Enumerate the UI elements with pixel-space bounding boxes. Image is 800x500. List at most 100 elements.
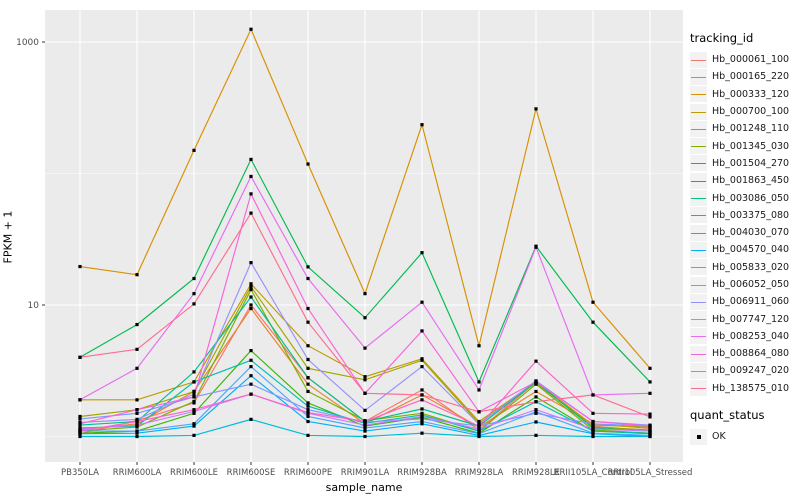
data-point-Hb_006911_060 <box>135 417 139 421</box>
data-point-Hb_004570_040 <box>420 422 424 426</box>
data-point-Hb_005833_020 <box>363 426 367 430</box>
x-tick-label: RRIM928LA <box>455 468 504 478</box>
data-point-Hb_006911_060 <box>420 365 424 369</box>
data-point-Hb_004030_070 <box>420 431 424 435</box>
y-tick-label: 1000 <box>16 38 39 48</box>
legend-key-Hb_000700_100 <box>690 103 707 120</box>
legend-key-Hb_006052_050 <box>690 276 707 293</box>
legend-line-swatch <box>691 319 706 321</box>
legend-line-swatch <box>691 111 706 113</box>
data-point-Hb_008864_080 <box>306 306 310 311</box>
legend-item-Hb_003086_050: Hb_003086_050 <box>690 189 798 207</box>
data-point-Hb_003086_050 <box>192 370 196 374</box>
x-tick-label: RRII105LA_Stressed <box>608 468 693 478</box>
data-point-Hb_138575_010 <box>420 393 424 397</box>
data-point-Hb_138575_010 <box>363 391 367 395</box>
data-point-Hb_003086_050 <box>420 407 424 411</box>
data-point-Hb_001248_110 <box>420 358 424 362</box>
legend-item-Hb_005833_020: Hb_005833_020 <box>690 259 798 276</box>
legend-item-Hb_004570_040: Hb_004570_040 <box>690 241 798 258</box>
data-point-Hb_006052_050 <box>78 417 82 421</box>
data-point-Hb_000333_120 <box>192 148 196 152</box>
data-point-Hb_000061_100 <box>249 303 253 307</box>
x-tick-label: RRIM600SE <box>227 468 276 478</box>
data-point-Hb_001863_450 <box>591 320 595 324</box>
legend-item-Hb_001345_030: Hb_001345_030 <box>690 137 798 155</box>
data-point-Hb_001345_030 <box>534 382 538 386</box>
data-point-Hb_008253_040 <box>249 174 253 179</box>
legend-line-swatch <box>691 388 706 390</box>
data-point-Hb_006911_060 <box>249 261 253 265</box>
data-point-Hb_138575_010 <box>477 410 481 414</box>
data-point-Hb_009247_020 <box>363 419 367 424</box>
x-tick-label: PB350LA <box>61 468 99 478</box>
data-point-Hb_005833_020 <box>249 365 253 369</box>
data-point-Hb_000333_120 <box>591 300 595 304</box>
legend-item-Hb_001863_450: Hb_001863_450 <box>690 172 798 189</box>
data-point-Hb_001504_270 <box>306 401 310 405</box>
data-point-Hb_005833_020 <box>648 433 652 437</box>
data-point-Hb_000333_120 <box>306 162 310 166</box>
legend-item-Hb_000333_120: Hb_000333_120 <box>690 86 798 103</box>
data-point-Hb_003375_080 <box>477 429 481 433</box>
x-axis-title: sample_name <box>325 481 403 494</box>
data-point-Hb_000333_120 <box>135 273 139 277</box>
data-point-Hb_009247_020 <box>306 410 310 415</box>
legend-line-swatch <box>691 94 706 96</box>
legend-item-ok: OK <box>690 428 798 445</box>
data-point-Hb_004570_040 <box>534 420 538 424</box>
legend-label: Hb_000061_100 <box>712 54 790 66</box>
data-point-Hb_001248_110 <box>306 366 310 370</box>
legend-key-Hb_003375_080 <box>690 207 707 224</box>
data-point-Hb_001345_030 <box>192 399 196 403</box>
data-point-Hb_005833_020 <box>135 429 139 433</box>
data-point-Hb_006911_060 <box>363 408 367 412</box>
data-point-Hb_001345_030 <box>306 389 310 394</box>
legend-item-Hb_006052_050: Hb_006052_050 <box>690 276 798 293</box>
data-point-Hb_008253_040 <box>192 292 196 296</box>
data-point-Hb_000165_220 <box>534 389 538 394</box>
data-point-Hb_004030_070 <box>534 433 538 437</box>
legend-label: Hb_005833_020 <box>712 261 790 273</box>
data-point-Hb_007747_120 <box>648 429 652 433</box>
data-point-Hb_006052_050 <box>306 408 310 412</box>
data-point-Hb_005833_020 <box>192 422 196 426</box>
data-point-Hb_001863_450 <box>363 316 367 320</box>
data-point-Hb_001863_450 <box>420 251 424 255</box>
data-point-Hb_001248_110 <box>78 414 82 419</box>
legend-key-Hb_001504_270 <box>690 155 707 172</box>
legend-label: Hb_000700_100 <box>712 106 790 118</box>
legend-label: Hb_000165_220 <box>712 71 790 83</box>
data-point-Hb_004030_070 <box>135 434 139 439</box>
data-point-Hb_001504_270 <box>534 395 538 399</box>
legend-line-swatch <box>691 249 706 251</box>
data-point-Hb_008864_080 <box>420 329 424 333</box>
data-point-Hb_004570_040 <box>249 374 253 378</box>
legend-line-swatch <box>691 198 706 200</box>
data-point-Hb_138575_010 <box>591 393 595 397</box>
legend-label: Hb_009247_020 <box>712 365 790 377</box>
legend-item-Hb_004030_070: Hb_004030_070 <box>690 224 798 241</box>
data-point-Hb_008864_080 <box>78 422 82 426</box>
legend-key-Hb_008253_040 <box>690 328 707 345</box>
data-point-Hb_005833_020 <box>591 431 595 435</box>
data-point-Hb_003375_080 <box>648 431 652 435</box>
data-point-Hb_001863_450 <box>249 157 253 162</box>
data-point-Hb_000700_100 <box>363 375 367 379</box>
data-point-Hb_003086_050 <box>249 295 253 299</box>
data-point-Hb_003375_080 <box>591 429 595 433</box>
data-point-Hb_008864_080 <box>135 408 139 412</box>
legend-label: Hb_004030_070 <box>712 227 790 239</box>
legend-line-swatch <box>691 180 706 182</box>
legend-line-swatch <box>691 370 706 372</box>
legend-item-Hb_000700_100: Hb_000700_100 <box>690 103 798 120</box>
data-point-Hb_007747_120 <box>591 427 595 431</box>
data-point-Hb_004570_040 <box>78 432 82 436</box>
data-point-Hb_003375_080 <box>192 380 196 384</box>
legend-item-Hb_003375_080: Hb_003375_080 <box>690 207 798 224</box>
data-point-Hb_007747_120 <box>363 423 367 427</box>
data-point-Hb_004030_070 <box>363 434 367 439</box>
data-point-Hb_004570_040 <box>192 424 196 428</box>
